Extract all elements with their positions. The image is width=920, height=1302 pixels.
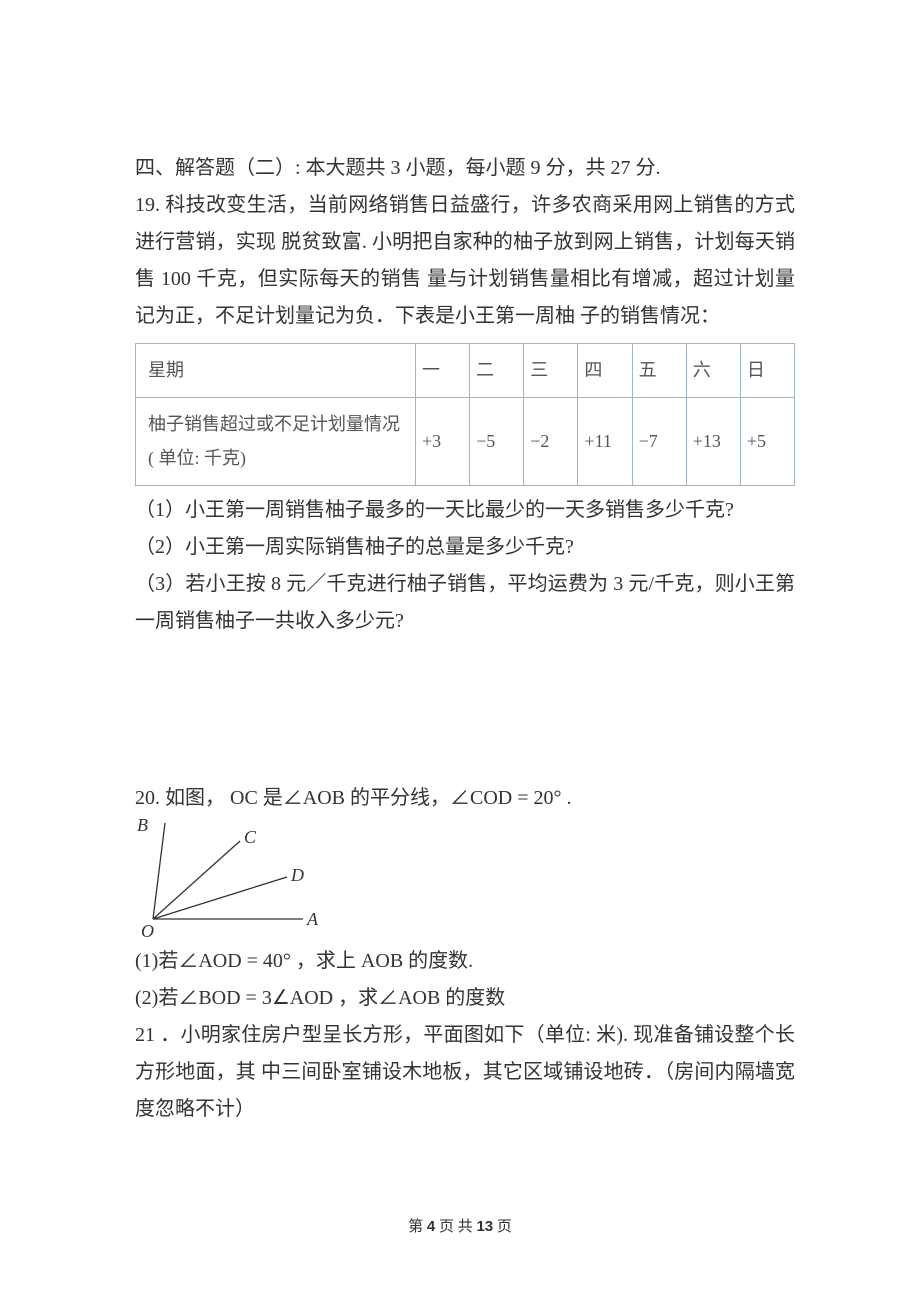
row1-c4: 四 <box>578 344 632 398</box>
row1-c5: 五 <box>632 344 686 398</box>
q19-table: 星期 一 二 三 四 五 六 日 柚子销售超过或不足计划量情况( 单位: 千克)… <box>135 343 795 486</box>
angle-diagram-icon: A D C B O <box>135 819 335 941</box>
row2-c2: −5 <box>470 398 524 486</box>
svg-text:B: B <box>137 819 148 835</box>
svg-text:A: A <box>306 909 319 929</box>
svg-text:D: D <box>290 865 304 885</box>
footer-mid: 页 共 <box>435 1219 476 1235</box>
row2-c5: −7 <box>632 398 686 486</box>
footer-suffix: 页 <box>493 1219 512 1235</box>
q20-sub2: (2)若∠BOD = 3∠AOD ，求∠AOB 的度数 <box>135 980 795 1017</box>
row2-c7: +5 <box>740 398 794 486</box>
table-row: 星期 一 二 三 四 五 六 日 <box>136 344 795 398</box>
q20-header: 20. 如图， OC 是∠AOB 的平分线，∠COD = 20° . <box>135 780 795 817</box>
row1-c2: 二 <box>470 344 524 398</box>
q20-figure: A D C B O <box>135 819 795 941</box>
q19-sub2: （2）小王第一周实际销售柚子的总量是多少千克? <box>135 529 795 566</box>
page-footer: 第 4 页 共 13 页 <box>0 1213 920 1242</box>
q19-sub3: （3）若小王按 8 元／千克进行柚子销售，平均运费为 3 元/千克，则小王第一周… <box>135 566 795 640</box>
q20-sub1: (1)若∠AOD = 40° ，求上 AOB 的度数. <box>135 943 795 980</box>
spacer <box>135 640 795 780</box>
row2-c1: +3 <box>416 398 470 486</box>
table-row: 柚子销售超过或不足计划量情况( 单位: 千克) +3 −5 −2 +11 −7 … <box>136 398 795 486</box>
row2-label: 柚子销售超过或不足计划量情况( 单位: 千克) <box>136 398 416 486</box>
q21-text: 21 ．小明家住房户型呈长方形，平面图如下（单位: 米). 现准备铺设整个长方形… <box>135 1017 795 1128</box>
row1-c3: 三 <box>524 344 578 398</box>
section-heading: 四、解答题（二）: 本大题共 3 小题，每小题 9 分，共 27 分. <box>135 150 795 187</box>
row1-c7: 日 <box>740 344 794 398</box>
row2-c3: −2 <box>524 398 578 486</box>
row1-c6: 六 <box>686 344 740 398</box>
q19-sub1: （1）小王第一周销售柚子最多的一天比最少的一天多销售多少千克? <box>135 492 795 529</box>
footer-page: 4 <box>427 1218 435 1235</box>
svg-text:O: O <box>141 921 154 941</box>
row2-c6: +13 <box>686 398 740 486</box>
footer-prefix: 第 <box>408 1219 427 1235</box>
row2-c4: +11 <box>578 398 632 486</box>
svg-text:C: C <box>244 827 257 847</box>
row1-label: 星期 <box>136 344 416 398</box>
page: 四、解答题（二）: 本大题共 3 小题，每小题 9 分，共 27 分. 19. … <box>0 0 920 1302</box>
row1-c1: 一 <box>416 344 470 398</box>
footer-total: 13 <box>476 1218 493 1235</box>
q19-intro: 19. 科技改变生活，当前网络销售日益盛行，许多农商采用网上销售的方式进行营销，… <box>135 187 795 335</box>
